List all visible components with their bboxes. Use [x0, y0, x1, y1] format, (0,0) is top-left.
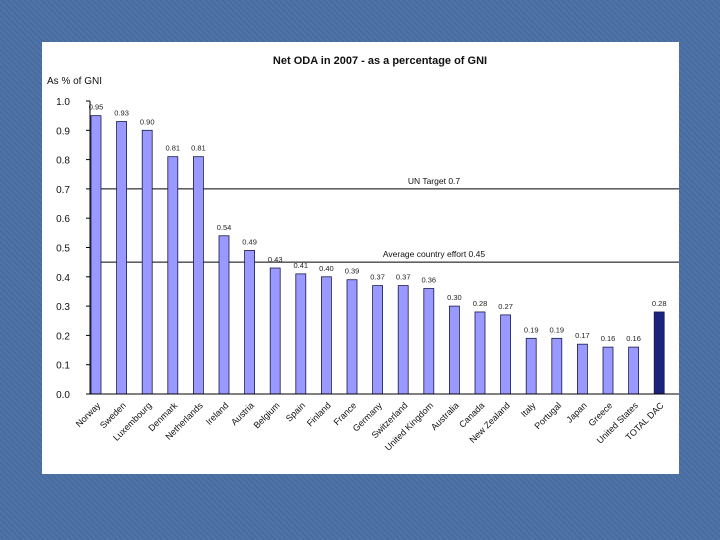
bar-japan	[577, 343, 588, 395]
bar-greece	[602, 346, 614, 395]
bar-ireland	[218, 235, 230, 395]
y-tick-label: 0.3	[56, 302, 70, 313]
data-label: 0.27	[498, 302, 513, 311]
data-label: 0.36	[421, 276, 436, 285]
y-tick-label: 0.1	[56, 361, 70, 372]
bar-italy	[525, 337, 537, 395]
bar-norway	[90, 115, 102, 395]
bar-austria	[244, 250, 256, 395]
x-axis-labels: NorwaySwedenLuxembourgDenmarkNetherlands…	[74, 400, 666, 453]
category-label: Australia	[429, 400, 461, 432]
bar-luxembourg	[141, 129, 153, 395]
bar-portugal	[551, 337, 563, 395]
reference-lines: UN Target 0.7 Average country effort 0.45	[90, 176, 679, 263]
data-label: 0.28	[473, 299, 488, 308]
bar-new-zealand	[500, 314, 512, 395]
data-label: 0.43	[268, 255, 283, 264]
chart-title: Net ODA in 2007 - as a percentage of GNI	[273, 55, 487, 67]
chart-panel: Net ODA in 2007 - as a percentage of GNI…	[42, 42, 679, 474]
bar-belgium	[269, 267, 281, 395]
data-label: 0.16	[601, 334, 616, 343]
data-label: 0.19	[549, 325, 564, 334]
data-label: 0.37	[396, 273, 411, 282]
category-label: United Kingdom	[383, 400, 435, 452]
data-label: 0.49	[242, 237, 257, 246]
bars	[90, 115, 665, 395]
data-label: 0.39	[345, 267, 360, 276]
bar-finland	[320, 276, 332, 395]
y-tick-label: 0.4	[56, 273, 70, 284]
y-tick-label: 0.8	[56, 156, 70, 167]
bar-canada	[474, 311, 486, 395]
bar-switzerland	[397, 285, 409, 395]
chart-svg: Net ODA in 2007 - as a percentage of GNI…	[47, 55, 679, 453]
data-label: 0.30	[447, 293, 462, 302]
bar-united-states	[628, 346, 639, 395]
bar-denmark	[167, 156, 179, 395]
y-tick-label: 0.5	[56, 244, 70, 255]
bar-united-kingdom	[423, 288, 435, 395]
data-label: 0.17	[575, 331, 590, 340]
category-label: Portugal	[532, 400, 563, 431]
data-label: 0.40	[319, 264, 334, 273]
y-tick-label: 0.7	[56, 185, 70, 196]
y-axis-label: As % of GNI	[47, 76, 102, 87]
bar-australia	[448, 305, 460, 395]
bar-germany	[372, 285, 384, 395]
data-label: 0.81	[165, 144, 180, 153]
bar-total-dac	[653, 311, 665, 395]
data-label: 0.41	[293, 261, 308, 270]
data-label: 0.37	[370, 273, 385, 282]
data-labels: 0.95 0.93 0.90 0.81 0.81 0.54 0.49 0.43 0.41 0.40…	[89, 103, 667, 343]
reference-line-label: UN Target 0.7	[408, 176, 461, 186]
y-tick-label: 0.0	[56, 390, 70, 401]
category-label: Ireland	[204, 400, 231, 427]
reference-line-label: Average country effort 0.45	[383, 249, 485, 259]
category-label: Spain	[284, 400, 307, 423]
y-axis-ticks: 0.0 0.1 0.2 0.3 0.4 0.5 0.6 0.7 0.8 0.9 1.0	[56, 97, 90, 401]
data-label: 0.93	[114, 109, 129, 118]
y-tick-label: 1.0	[56, 97, 70, 108]
data-label: 0.19	[524, 325, 539, 334]
data-label: 0.95	[89, 103, 104, 112]
bar-france	[346, 279, 358, 395]
category-label: Finland	[305, 400, 333, 428]
bar-sweden	[116, 121, 127, 395]
data-label: 0.81	[191, 144, 206, 153]
category-label: Japan	[564, 400, 588, 424]
category-label: Italy	[519, 400, 538, 419]
data-label: 0.16	[626, 334, 641, 343]
y-tick-label: 0.9	[56, 126, 70, 137]
category-label: Belgium	[252, 400, 282, 430]
data-label: 0.54	[217, 223, 232, 232]
y-tick-label: 0.2	[56, 331, 70, 342]
bar-netherlands	[192, 156, 204, 395]
y-tick-label: 0.6	[56, 214, 70, 225]
data-label: 0.90	[140, 117, 155, 126]
bar-spain	[295, 273, 307, 395]
data-label: 0.28	[652, 299, 667, 308]
